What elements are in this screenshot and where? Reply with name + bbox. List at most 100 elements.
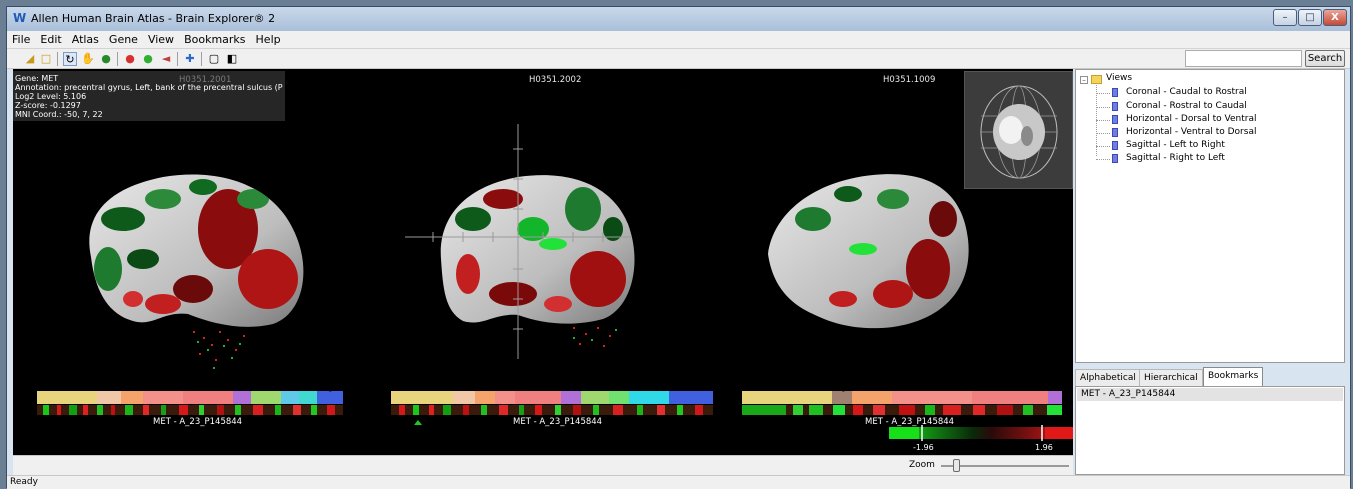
single-pane-icon[interactable]: ▢ xyxy=(208,52,220,65)
tab-hierarchical[interactable]: Hierarchical xyxy=(1139,369,1203,386)
collapse-toggle-icon[interactable]: – xyxy=(1080,76,1088,84)
sample-dots-1 xyxy=(193,331,245,361)
zoom-label: Zoom xyxy=(909,460,935,470)
region-label: FL xyxy=(781,383,790,392)
tree-connector xyxy=(1096,120,1110,121)
cortex-red-icon[interactable]: ● xyxy=(125,52,135,65)
status-bar: Ready xyxy=(7,475,1350,489)
probe-label-3: MET - A_23_P145844 xyxy=(865,417,955,427)
open-file-icon[interactable]: □ xyxy=(40,52,52,65)
bookmark-icon xyxy=(1112,115,1118,124)
orientation-widget[interactable] xyxy=(964,71,1073,189)
region-label: DT xyxy=(593,383,604,392)
menu-atlas[interactable]: Atlas xyxy=(71,33,99,46)
region-label: OL xyxy=(869,383,880,392)
crosshair-icon[interactable]: ✚ xyxy=(185,52,195,65)
expression-heatmap-3 xyxy=(742,405,1062,415)
log2-level: Log2 Level: 5.106 xyxy=(15,92,87,101)
orientation-globe-icon xyxy=(980,85,1058,179)
probe-icon[interactable]: ● xyxy=(101,52,111,65)
tab-alphabetical[interactable]: Alphabetical xyxy=(1075,369,1141,386)
search-button[interactable]: Search xyxy=(1305,50,1345,67)
toolbar-separator xyxy=(201,52,202,66)
tree-connector xyxy=(1096,93,1110,94)
probe-label-1: MET - A_23_P145844 xyxy=(153,417,243,427)
status-text: Ready xyxy=(10,477,38,487)
menu-help[interactable]: Help xyxy=(255,33,281,46)
open-folder-icon[interactable]: ◢ xyxy=(25,52,35,65)
expression-heatmap-1 xyxy=(37,405,343,415)
folder-icon xyxy=(1091,75,1102,84)
region-label: MES xyxy=(614,383,630,392)
region-label: PL xyxy=(147,383,156,392)
region-label: DT xyxy=(263,383,274,392)
crosshair-cursor[interactable] xyxy=(405,124,631,359)
rotate-icon[interactable]: ↻ xyxy=(63,52,77,66)
minimize-button[interactable]: – xyxy=(1273,9,1297,26)
sample-dots-2 xyxy=(573,327,611,347)
region-label: PL xyxy=(499,383,508,392)
region-label: OL xyxy=(127,383,138,392)
zoom-slider-thumb[interactable] xyxy=(953,459,960,472)
probe-marker xyxy=(414,420,422,425)
menu-gene[interactable]: Gene xyxy=(108,33,138,46)
region-label: CbCx xyxy=(635,383,655,392)
region-strip-3[interactable] xyxy=(742,391,1062,404)
cortex-flat-icon[interactable]: ◄ xyxy=(161,52,171,65)
maximize-button[interactable]: □ xyxy=(1298,9,1322,26)
zoom-strip: Zoom xyxy=(13,455,1073,475)
region-label: MY xyxy=(339,383,351,392)
toolbar-separator xyxy=(57,52,58,66)
expression-heatmap-2 xyxy=(391,405,713,415)
brain-surface-3[interactable] xyxy=(768,174,969,329)
search-input[interactable] xyxy=(1185,50,1302,67)
brain-surface-1[interactable] xyxy=(89,174,304,327)
zoom-slider-track[interactable] xyxy=(941,465,1069,467)
legend-min-label: -1.96 xyxy=(913,443,934,452)
list-item[interactable]: MET - A_23_P145844 xyxy=(1077,388,1343,401)
close-button[interactable]: X xyxy=(1323,9,1347,26)
tree-connector xyxy=(1096,133,1110,134)
bookmark-icon xyxy=(1112,141,1118,150)
region-label: Str xyxy=(235,383,246,392)
region-label: TL xyxy=(193,383,202,392)
app-window: W Allen Human Brain Atlas - Brain Explor… xyxy=(6,6,1351,489)
title-bar[interactable]: W Allen Human Brain Atlas - Brain Explor… xyxy=(7,7,1350,31)
abi-logo-icon: W xyxy=(13,11,27,25)
menu-view[interactable]: View xyxy=(147,33,175,46)
donor-label-3: H0351.1009 xyxy=(883,75,936,85)
brain-viewer[interactable]: Gene: MET Annotation: precentral gyrus, … xyxy=(13,69,1073,455)
bookmark-icon xyxy=(1112,88,1118,97)
region-label: HiF xyxy=(457,383,470,392)
pan-hand-icon[interactable]: ✋ xyxy=(81,52,95,65)
bookmark-list: MET - A_23_P145844 xyxy=(1075,386,1345,475)
bookmark-icon xyxy=(1112,154,1118,163)
gene-name: Gene: MET xyxy=(15,74,59,83)
color-legend xyxy=(889,425,1073,441)
toolbar: ◢ □ ↻ ✋ ● ● ● ◄ ✚ ▢ ◧ Search xyxy=(7,49,1350,69)
cortex-green-icon[interactable]: ● xyxy=(143,52,153,65)
tree-connector xyxy=(1096,159,1110,160)
brain-surface-2[interactable] xyxy=(440,175,635,324)
region-label: CgG xyxy=(836,383,852,392)
menu-edit[interactable]: Edit xyxy=(40,33,62,46)
legend-max-label: 1.96 xyxy=(1035,443,1053,452)
mni-coord: MNI Coord.: -50, 7, 22 xyxy=(15,110,103,119)
region-label: PL xyxy=(929,383,938,392)
sample-dots-1b xyxy=(197,341,241,369)
menu-bookmarks[interactable]: Bookmarks xyxy=(184,33,246,46)
region-label: OL xyxy=(479,383,490,392)
region-strip-2[interactable] xyxy=(391,391,713,404)
tree-connector xyxy=(1096,146,1110,147)
region-strip-1[interactable] xyxy=(37,391,343,404)
probe-label-2: MET - A_23_P145844 xyxy=(513,417,603,427)
menu-file[interactable]: File xyxy=(12,33,31,46)
region-label: PTg xyxy=(319,383,333,392)
tab-bookmarks[interactable]: Bookmarks xyxy=(1203,367,1264,386)
list-tabs: Alphabetical Hierarchical Bookmarks xyxy=(1075,367,1345,386)
tree-connector xyxy=(1096,107,1110,108)
gene-info-panel: Gene: MET Annotation: precentral gyrus, … xyxy=(13,71,285,121)
split-pane-icon[interactable]: ◧ xyxy=(226,52,238,65)
region-label: Str xyxy=(1049,383,1060,392)
bookmark-icon xyxy=(1112,128,1118,137)
